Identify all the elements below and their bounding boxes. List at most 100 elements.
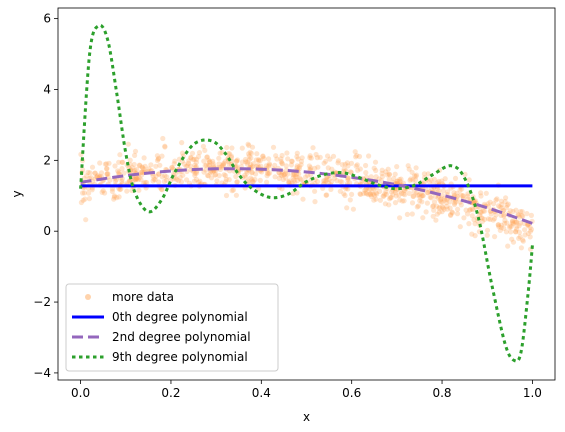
x-axis-label: x (303, 410, 310, 424)
scatter-point (186, 158, 192, 164)
scatter-point (345, 163, 351, 169)
scatter-point (289, 180, 295, 186)
scatter-point (339, 162, 345, 168)
scatter-point (150, 178, 156, 184)
scatter-point (498, 212, 504, 218)
scatter-point (126, 165, 132, 171)
scatter-point (425, 190, 431, 196)
scatter-point (116, 159, 122, 165)
scatter-point (117, 186, 123, 193)
scatter-point (504, 202, 510, 208)
scatter-point (410, 193, 416, 199)
scatter-point (324, 177, 330, 183)
scatter-point (419, 199, 425, 205)
scatter-point (244, 159, 251, 165)
scatter-point (246, 142, 252, 149)
scatter-point (312, 199, 318, 205)
scatter-point (242, 172, 248, 178)
x-tick-label: 0.6 (342, 386, 361, 400)
scatter-point (169, 164, 175, 171)
scatter-point (276, 175, 282, 181)
scatter-point (156, 171, 162, 177)
scatter-point (387, 196, 393, 202)
scatter-point (317, 154, 323, 160)
scatter-point (160, 135, 166, 142)
scatter-point (430, 203, 436, 209)
scatter-point (204, 172, 211, 178)
scatter-point (469, 213, 475, 219)
scatter-point (507, 208, 513, 214)
scatter-point (144, 179, 150, 186)
scatter-point (287, 178, 293, 184)
scatter-point (430, 203, 436, 210)
scatter-point (107, 177, 113, 183)
scatter-point (342, 161, 348, 167)
scatter-point (103, 161, 109, 167)
scatter-point (414, 190, 420, 196)
scatter-point (203, 167, 209, 173)
scatter-point (368, 191, 374, 197)
scatter-point (314, 155, 320, 161)
legend-label-2nd-degree: 2nd degree polynomial (112, 330, 251, 344)
scatter-point (92, 170, 98, 176)
scatter-point (308, 165, 314, 171)
scatter-point (226, 161, 232, 167)
scatter-point (510, 221, 516, 227)
scatter-point (334, 178, 340, 184)
scatter-point (472, 221, 478, 227)
scatter-point (298, 158, 305, 165)
scatter-point (406, 190, 412, 196)
scatter-point (279, 160, 285, 166)
scatter-point (188, 155, 194, 161)
scatter-point (283, 175, 289, 181)
scatter-point (222, 173, 229, 179)
scatter-point (82, 196, 88, 202)
scatter-point (294, 154, 300, 160)
scatter-point (497, 204, 503, 210)
scatter-point (397, 215, 403, 221)
scatter-point (337, 178, 343, 184)
scatter-point (463, 207, 469, 213)
scatter-point (518, 245, 525, 251)
scatter-point (136, 187, 142, 193)
scatter-point (191, 178, 197, 184)
scatter-point (469, 231, 475, 237)
scatter-point (229, 188, 235, 194)
scatter-point (233, 158, 240, 164)
scatter-point (217, 166, 224, 172)
scatter-point (284, 150, 290, 156)
scatter-point (264, 179, 270, 185)
scatter-point (226, 177, 232, 183)
scatter-point (353, 163, 359, 169)
scatter-point (139, 164, 145, 170)
scatter-point (257, 158, 263, 164)
scatter-point (520, 238, 526, 244)
scatter-point (102, 190, 108, 196)
scatter-point (223, 179, 229, 185)
scatter-point (278, 159, 284, 165)
scatter-point (328, 186, 334, 192)
scatter-point (159, 153, 165, 159)
scatter-point (248, 155, 254, 161)
scatter-point (434, 180, 440, 186)
scatter-point (383, 191, 389, 197)
scatter-point (411, 193, 417, 199)
scatter-point (184, 177, 190, 183)
scatter-point (503, 205, 509, 211)
scatter-point (520, 237, 526, 243)
legend-marker-more-data (85, 294, 91, 300)
scatter-point (460, 192, 466, 199)
scatter-point (192, 172, 198, 178)
scatter-point (267, 162, 273, 168)
scatter-point (223, 192, 230, 199)
scatter-point (347, 197, 353, 203)
scatter-point (114, 195, 120, 201)
scatter-point (206, 157, 212, 163)
scatter-point (528, 212, 535, 218)
scatter-point (431, 176, 437, 182)
scatter-point (497, 227, 503, 233)
scatter-point (417, 198, 423, 204)
scatter-point (527, 228, 534, 234)
scatter-point (279, 172, 285, 178)
scatter-point (349, 191, 355, 197)
